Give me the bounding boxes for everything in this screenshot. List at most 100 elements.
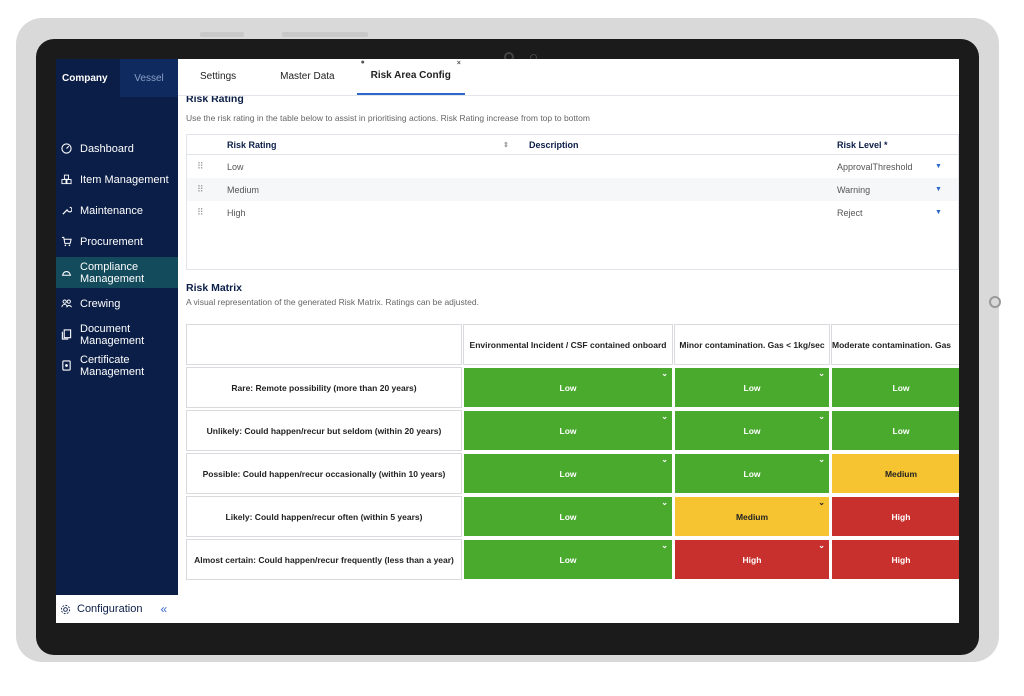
rating-value: High: [891, 554, 911, 565]
sidebar-item-label: Crewing: [80, 297, 121, 310]
sidebar-item-label: Dashboard: [80, 142, 134, 155]
matrix-row-label: Unlikely: Could happen/recur but seldom …: [186, 410, 462, 451]
matrix-rating-cell[interactable]: Low ⌄: [674, 453, 830, 494]
scope-tab-vessel[interactable]: Vessel: [120, 59, 178, 97]
table-row[interactable]: ⠿ Medium Warning ▼: [187, 178, 958, 201]
matrix-rating-cell[interactable]: Low ⌄: [463, 496, 673, 537]
matrix-rating-cell[interactable]: Low ⌄: [463, 539, 673, 580]
sidebar-item-label: Maintenance: [80, 204, 143, 217]
gauge-icon: [60, 143, 72, 155]
sidebar-item-label: Compliance Management: [80, 260, 145, 285]
matrix-column-header: Environmental Incident / CSF contained o…: [463, 324, 673, 365]
matrix-rating-cell[interactable]: Low ⌄: [674, 410, 830, 451]
scope-tab-company[interactable]: Company: [56, 59, 120, 97]
sidebar-item-certificate-management[interactable]: Certificate Management: [56, 350, 178, 381]
sidebar-item-dashboard[interactable]: Dashboard: [56, 133, 178, 164]
top-tab-bar: Settings Master Data ● Risk Area Config …: [178, 59, 959, 96]
risk-rating-table: Risk Rating ⇕ Description Risk Level * ⠿…: [186, 134, 959, 270]
sidebar-item-maintenance[interactable]: Maintenance: [56, 195, 178, 226]
column-header-risk-rating[interactable]: Risk Rating: [227, 139, 277, 150]
matrix-rating-cell[interactable]: Medium: [831, 453, 959, 494]
chevron-down-icon[interactable]: ⌄: [661, 412, 668, 421]
sidebar-item-label: Document Management: [80, 322, 145, 347]
rating-value: Low: [743, 382, 761, 393]
caret-down-icon[interactable]: ▼: [935, 163, 942, 170]
matrix-rating-cell[interactable]: Low: [831, 410, 959, 451]
caret-down-icon[interactable]: ▼: [935, 186, 942, 193]
risk-level-select[interactable]: Warning: [837, 184, 871, 195]
matrix-row-label: Possible: Could happen/recur occasionall…: [186, 453, 462, 494]
matrix-rating-cell[interactable]: High: [831, 496, 959, 537]
matrix-rating-cell[interactable]: Low ⌄: [674, 367, 830, 408]
hardhat-icon: [60, 267, 72, 279]
risk-rating-subtitle: Use the risk rating in the table below t…: [186, 113, 590, 123]
rating-value: Low: [559, 425, 577, 436]
risk-rating-name: High: [227, 207, 246, 218]
sort-icon[interactable]: ⇕: [503, 141, 509, 149]
chevron-down-icon[interactable]: ⌄: [818, 369, 825, 378]
tab-master-data[interactable]: Master Data: [280, 71, 335, 82]
wrench-icon: [60, 205, 72, 217]
column-header-description[interactable]: Description: [529, 139, 579, 150]
tab-risk-area-config[interactable]: ● Risk Area Config ×: [356, 59, 465, 95]
matrix-rating-cell[interactable]: Low ⌄: [463, 453, 673, 494]
drag-handle-icon[interactable]: ⠿: [197, 184, 204, 194]
cubes-icon: [60, 174, 72, 186]
rating-value: Low: [559, 468, 577, 479]
chevron-down-icon[interactable]: ⌄: [818, 541, 825, 550]
matrix-rating-cell[interactable]: Low ⌄: [463, 410, 673, 451]
matrix-rating-cell[interactable]: High ⌄: [674, 539, 830, 580]
sidebar-item-item-management[interactable]: Item Management: [56, 164, 178, 195]
chevron-down-icon[interactable]: ⌄: [818, 412, 825, 421]
close-tab-icon[interactable]: ×: [456, 60, 461, 67]
chevron-down-icon[interactable]: ⌄: [661, 369, 668, 378]
configuration-button[interactable]: Configuration «: [56, 595, 178, 623]
caret-down-icon[interactable]: ▼: [935, 209, 942, 216]
chevron-down-icon[interactable]: ⌄: [661, 455, 668, 464]
matrix-row-label: Likely: Could happen/recur often (within…: [186, 496, 462, 537]
chevron-down-icon[interactable]: ⌄: [661, 498, 668, 507]
risk-rating-name: Medium: [227, 184, 260, 195]
home-button: [989, 296, 1001, 308]
matrix-rating-cell[interactable]: High: [831, 539, 959, 580]
sidebar-item-procurement[interactable]: Procurement: [56, 226, 178, 257]
sidebar: Company Vessel Dashboard Item Management: [56, 59, 178, 623]
pin-icon[interactable]: ●: [360, 59, 365, 66]
tab-settings[interactable]: Settings: [200, 71, 237, 82]
sidebar-item-crewing[interactable]: Crewing: [56, 288, 178, 319]
column-header-risk-level[interactable]: Risk Level *: [837, 139, 888, 150]
drag-handle-icon[interactable]: ⠿: [197, 207, 204, 217]
matrix-column-header: Moderate contamination. Gas: [831, 324, 959, 365]
documents-icon: [60, 329, 72, 341]
volume-button: [282, 32, 368, 37]
sidebar-item-compliance-management[interactable]: Compliance Management: [56, 257, 178, 288]
matrix-rating-cell[interactable]: Low ⌄: [463, 367, 673, 408]
collapse-sidebar-icon[interactable]: «: [160, 602, 168, 616]
tab-label: Risk Area Config: [370, 70, 451, 81]
matrix-rating-cell[interactable]: Low: [831, 367, 959, 408]
sidebar-item-label: Certificate Management: [80, 353, 145, 378]
configuration-label: Configuration: [77, 603, 143, 615]
chevron-down-icon[interactable]: ⌄: [818, 455, 825, 464]
chevron-down-icon[interactable]: ⌄: [661, 541, 668, 550]
sidebar-item-document-management[interactable]: Document Management: [56, 319, 178, 350]
table-row[interactable]: ⠿ Low ApprovalThreshold ▼: [187, 155, 958, 178]
sidebar-item-label: Item Management: [80, 173, 169, 186]
rating-value: High: [742, 554, 762, 565]
drag-handle-icon[interactable]: ⠿: [197, 161, 204, 171]
people-icon: [60, 298, 72, 310]
table-row[interactable]: ⠿ High Reject ▼: [187, 201, 958, 224]
risk-matrix-title: Risk Matrix: [186, 282, 243, 294]
rating-value: Low: [559, 382, 577, 393]
cart-icon: [60, 236, 72, 248]
risk-matrix-subtitle: A visual representation of the generated…: [186, 297, 479, 307]
matrix-row-label: Almost certain: Could happen/recur frequ…: [186, 539, 462, 580]
risk-level-select[interactable]: ApprovalThreshold: [837, 161, 913, 172]
main-content: Risk Rating Use the risk rating in the t…: [178, 96, 959, 623]
matrix-rating-cell[interactable]: Medium ⌄: [674, 496, 830, 537]
risk-level-select[interactable]: Reject: [837, 207, 863, 218]
power-button: [200, 32, 244, 37]
gear-icon: [59, 603, 71, 615]
chevron-down-icon[interactable]: ⌄: [818, 498, 825, 507]
app-screen: Company Vessel Dashboard Item Management: [56, 59, 959, 623]
